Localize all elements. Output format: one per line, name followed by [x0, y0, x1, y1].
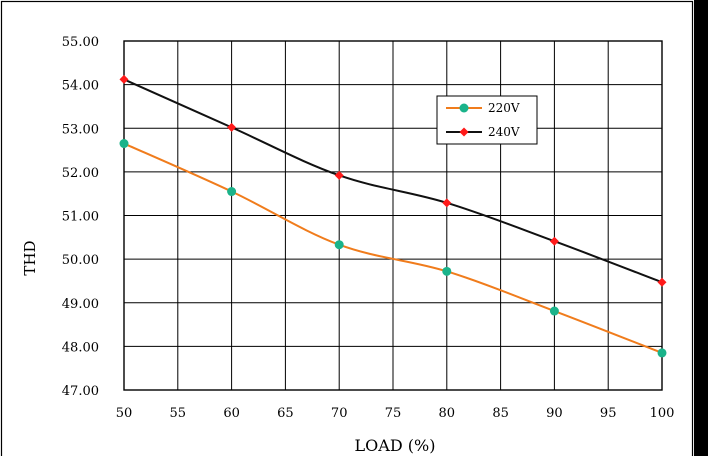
- x-tick-label: 95: [600, 406, 617, 421]
- plot-area-border: [123, 40, 663, 391]
- x-tick-label: 50: [116, 406, 133, 421]
- y-tick-labels: 47.00 48.00 49.00 50.00 51.00 52.00 53.00 54.00…: [62, 35, 99, 399]
- y-tick-label: 50.00: [62, 253, 99, 268]
- legend: 220V 240V: [436, 95, 538, 145]
- x-tick-label: 75: [385, 406, 402, 421]
- y-tick-label: 47.00: [62, 384, 99, 399]
- x-tick-labels: 50 55 60 65 70 75 80 85 90 95 100: [116, 406, 675, 421]
- data-point-240V: [442, 198, 452, 208]
- y-tick-label: 55.00: [62, 35, 99, 50]
- x-tick-label: 80: [439, 406, 456, 421]
- x-tick-label: 60: [223, 406, 240, 421]
- data-point-220V: [657, 348, 667, 358]
- x-tick-label: 90: [546, 406, 563, 421]
- y-tick-label: 52.00: [62, 166, 99, 181]
- grid-lines: [123, 40, 663, 391]
- data-point-240V: [657, 277, 667, 287]
- data-point-240V: [549, 236, 559, 246]
- y-tick-label: 51.00: [62, 210, 99, 225]
- y-tick-label: 49.00: [62, 297, 99, 312]
- data-point-240V: [227, 122, 237, 132]
- legend-swatch-marker: [459, 103, 469, 113]
- data-point-220V: [442, 266, 452, 276]
- x-tick-label: 55: [170, 406, 187, 421]
- y-tick-label: 53.00: [62, 122, 99, 137]
- series-line-220V: [123, 142, 663, 354]
- data-point-220V: [334, 240, 344, 250]
- legend-box: [436, 95, 538, 145]
- x-axis-title: LOAD (%): [355, 436, 436, 455]
- series-line-240V: [123, 78, 663, 284]
- data-point-220V: [119, 139, 129, 149]
- y-tick-label: 48.00: [62, 340, 99, 355]
- legend-label: 220V: [488, 101, 520, 115]
- x-tick-label: 70: [331, 406, 348, 421]
- y-axis-title: THD: [21, 240, 39, 275]
- legend-swatch-marker: [459, 127, 469, 137]
- data-point-220V: [549, 306, 559, 316]
- data-point-240V: [334, 170, 344, 180]
- series-layer: [119, 74, 667, 358]
- y-tick-label: 54.00: [62, 79, 99, 94]
- legend-label: 240V: [488, 125, 520, 139]
- right-edge-bar: [694, 0, 708, 456]
- x-tick-label: 85: [492, 406, 509, 421]
- data-point-240V: [119, 74, 129, 84]
- x-tick-label: 65: [277, 406, 294, 421]
- data-point-220V: [227, 187, 237, 197]
- x-tick-label: 100: [650, 406, 675, 421]
